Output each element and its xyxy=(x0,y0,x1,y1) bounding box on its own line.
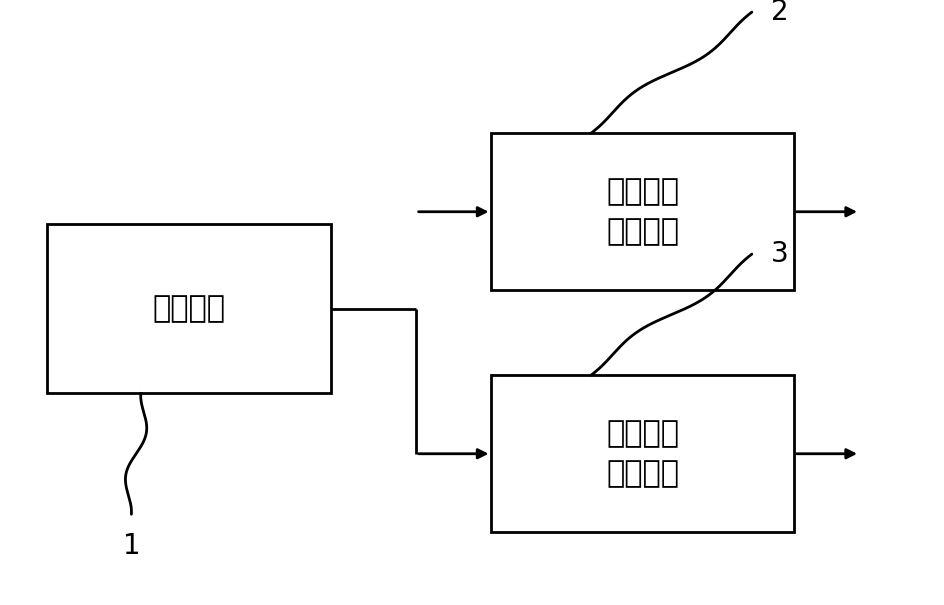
Bar xyxy=(491,133,793,290)
Bar xyxy=(491,375,793,532)
Text: 1: 1 xyxy=(123,532,140,560)
Text: 3: 3 xyxy=(770,240,787,268)
Bar xyxy=(47,224,330,393)
Text: 时钒电路: 时钒电路 xyxy=(152,294,226,323)
Text: 2: 2 xyxy=(770,0,787,26)
Text: 第一无线
发射电路: 第一无线 发射电路 xyxy=(605,177,679,246)
Text: 第二无线
发射电路: 第二无线 发射电路 xyxy=(605,419,679,488)
